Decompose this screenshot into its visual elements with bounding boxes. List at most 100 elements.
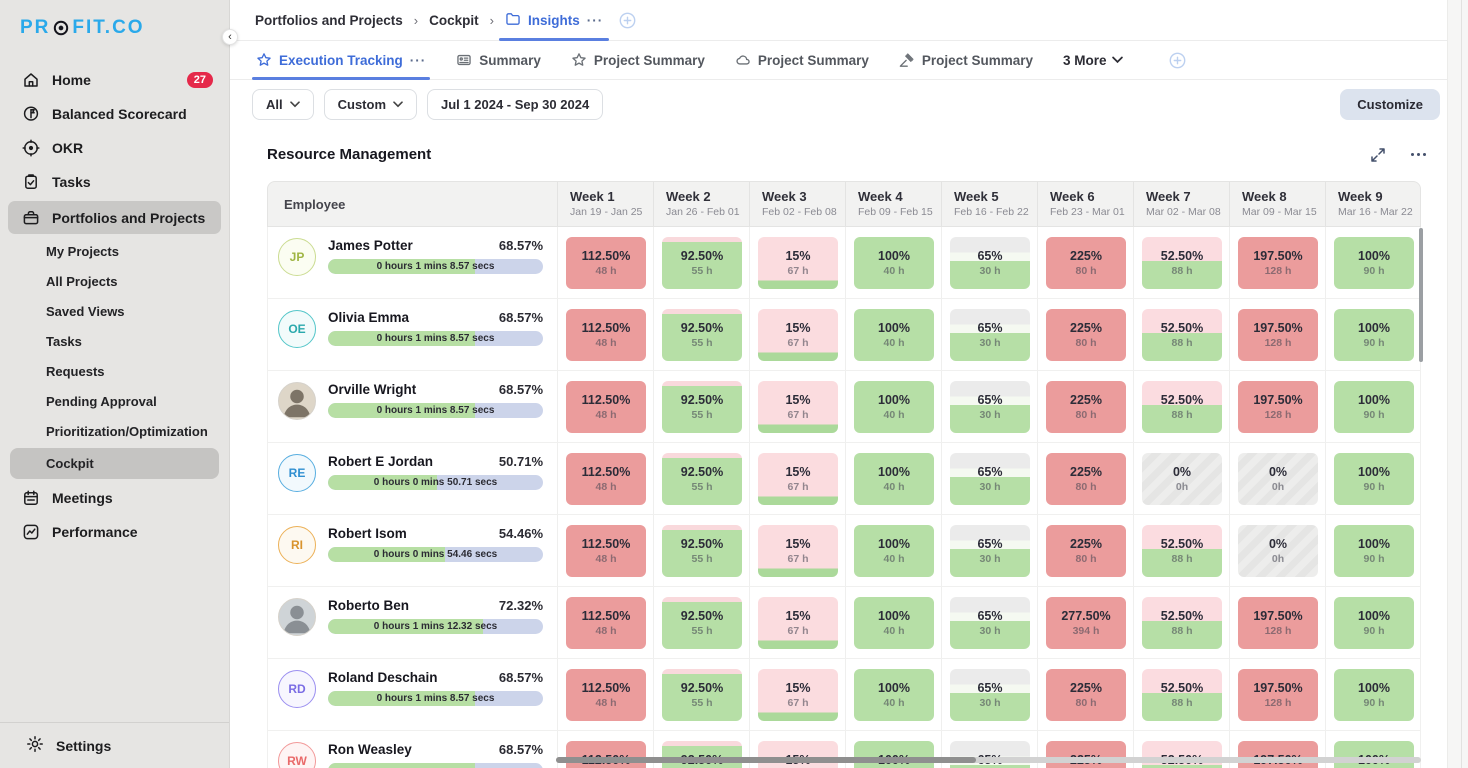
allocation-cell[interactable]: 100%40 h (854, 309, 934, 361)
add-widget-tab-icon[interactable] (1169, 52, 1186, 69)
vertical-scrollbar-thumb[interactable] (1419, 228, 1423, 362)
horizontal-scrollbar-thumb[interactable] (556, 757, 976, 763)
scope-filter-dropdown[interactable]: All (252, 89, 314, 120)
tab-summary-1[interactable]: Summary (456, 41, 541, 80)
allocation-cell[interactable]: 15%67 h (758, 525, 838, 577)
sidebar-subitem-my-projects[interactable]: My Projects (46, 243, 119, 259)
allocation-cell[interactable]: 100%90 h (1334, 309, 1414, 361)
allocation-cell[interactable]: 92.50%55 h (662, 381, 742, 433)
sidebar-subitem-cockpit[interactable]: Cockpit (10, 448, 219, 479)
allocation-cell[interactable]: 15%67 h (758, 237, 838, 289)
breadcrumb-portfolios-and-projects[interactable]: Portfolios and Projects (255, 12, 403, 28)
employee-row[interactable]: RI Robert Isom 54.46% 0 hours 0 mins 54.46 … (268, 515, 1420, 587)
allocation-cell[interactable]: 0% 0h (1238, 525, 1318, 577)
allocation-cell[interactable]: 197.50%128 h (1238, 669, 1318, 721)
profit-co-logo[interactable]: PR FIT.CO (0, 0, 229, 63)
expand-widget-icon[interactable] (1371, 147, 1385, 162)
allocation-cell[interactable]: 225% 80 h (1046, 309, 1126, 361)
allocation-cell[interactable]: 52.50%88 h (1142, 381, 1222, 433)
tab-execution-tracking-0[interactable]: Execution Tracking ··· (251, 41, 431, 80)
allocation-cell[interactable]: 112.50%48 h (566, 237, 646, 289)
sidebar-item-portfolios-and-projects[interactable]: Portfolios and Projects (8, 201, 221, 234)
employee-row[interactable]: JP James Potter 68.57% 0 hours 1 mins 8.57 … (268, 227, 1420, 299)
allocation-cell[interactable]: 100%90 h (1334, 669, 1414, 721)
allocation-cell[interactable]: 65%30 h (950, 309, 1030, 361)
allocation-cell[interactable]: 92.50%55 h (662, 669, 742, 721)
tab-project-summary-4[interactable]: Project Summary (899, 41, 1033, 80)
allocation-cell[interactable]: 100%90 h (1334, 453, 1414, 505)
sidebar-item-balanced-scorecard[interactable]: Balanced Scorecard (0, 97, 229, 131)
allocation-cell[interactable]: 100%40 h (854, 525, 934, 577)
add-insight-tab-icon[interactable] (619, 12, 636, 29)
tabs-overflow-dropdown[interactable]: 3 More (1063, 53, 1124, 68)
allocation-cell[interactable]: 65%30 h (950, 453, 1030, 505)
allocation-cell[interactable]: 52.50%88 h (1142, 669, 1222, 721)
allocation-cell[interactable]: 15%67 h (758, 741, 838, 768)
sidebar-item-tasks[interactable]: Tasks (0, 165, 229, 199)
allocation-cell[interactable]: 112.50%48 h (566, 741, 646, 768)
allocation-cell[interactable]: 225% 80 h (1046, 237, 1126, 289)
allocation-cell[interactable]: 65%30 h (950, 381, 1030, 433)
allocation-cell[interactable]: 65%30 h (950, 741, 1030, 768)
allocation-cell[interactable]: 100%90 h (1334, 237, 1414, 289)
allocation-cell[interactable]: 52.50%88 h (1142, 237, 1222, 289)
allocation-cell[interactable]: 15%67 h (758, 309, 838, 361)
employee-row[interactable]: RW Ron Weasley 68.57% 112.50%48 h 92.50%55 h… (268, 731, 1420, 768)
allocation-cell[interactable]: 100%90 h (1334, 597, 1414, 649)
sidebar-subitem-all-projects[interactable]: All Projects (46, 273, 118, 289)
allocation-cell[interactable]: 92.50%55 h (662, 597, 742, 649)
allocation-cell[interactable]: 100%40 h (854, 669, 934, 721)
employee-row[interactable]: RD Roland Deschain 68.57% 0 hours 1 mins 8.… (268, 659, 1420, 731)
tab-project-summary-2[interactable]: Project Summary (571, 41, 705, 80)
sidebar-subitem-tasks[interactable]: Tasks (46, 333, 82, 349)
allocation-cell[interactable]: 52.50%88 h (1142, 741, 1222, 768)
allocation-cell[interactable]: 112.50%48 h (566, 453, 646, 505)
allocation-cell[interactable]: 52.50%88 h (1142, 309, 1222, 361)
allocation-cell[interactable]: 197.50%128 h (1238, 741, 1318, 768)
sidebar-subitem-saved-views[interactable]: Saved Views (46, 303, 125, 319)
page-scrollbar-rail[interactable] (1447, 0, 1468, 768)
allocation-cell[interactable]: 0% 0h (1238, 453, 1318, 505)
breadcrumb-insights-current[interactable]: Insights ··· (498, 0, 610, 41)
sidebar-subitem-prioritization-optimization[interactable]: Prioritization/Optimization (46, 423, 208, 439)
allocation-cell[interactable]: 15%67 h (758, 381, 838, 433)
allocation-cell[interactable]: 100%40 h (854, 597, 934, 649)
allocation-cell[interactable]: 92.50%55 h (662, 309, 742, 361)
allocation-cell[interactable]: 92.50%55 h (662, 237, 742, 289)
allocation-cell[interactable]: 225% 80 h (1046, 381, 1126, 433)
allocation-cell[interactable]: 15%67 h (758, 669, 838, 721)
tab-project-summary-3[interactable]: Project Summary (735, 41, 869, 80)
sidebar-item-settings[interactable]: Settings (0, 722, 229, 768)
allocation-cell[interactable]: 65%30 h (950, 597, 1030, 649)
allocation-cell[interactable]: 52.50%88 h (1142, 597, 1222, 649)
allocation-cell[interactable]: 65%30 h (950, 669, 1030, 721)
widget-more-options-icon[interactable] (1411, 153, 1426, 156)
allocation-cell[interactable]: 225% 80 h (1046, 525, 1126, 577)
allocation-cell[interactable]: 225% 80 h (1046, 453, 1126, 505)
allocation-cell[interactable]: 100%90 h (1334, 525, 1414, 577)
breadcrumb-cockpit[interactable]: Cockpit (429, 12, 479, 28)
allocation-cell[interactable]: 100%40 h (854, 453, 934, 505)
allocation-cell[interactable]: 100%90 h (1334, 741, 1414, 768)
allocation-cell[interactable]: 112.50%48 h (566, 309, 646, 361)
allocation-cell[interactable]: 15%67 h (758, 597, 838, 649)
allocation-cell[interactable]: 92.50%55 h (662, 741, 742, 768)
allocation-cell[interactable]: 92.50%55 h (662, 525, 742, 577)
allocation-cell[interactable]: 197.50%128 h (1238, 597, 1318, 649)
customize-button[interactable]: Customize (1340, 89, 1440, 120)
employee-row[interactable]: Roberto Ben 72.32% 0 hours 1 mins 12.32 se… (268, 587, 1420, 659)
sidebar-subitem-pending-approval[interactable]: Pending Approval (46, 393, 157, 409)
employee-row[interactable]: OE Olivia Emma 68.57% 0 hours 1 mins 8.57 s… (268, 299, 1420, 371)
allocation-cell[interactable]: 15%67 h (758, 453, 838, 505)
tab-more-options-icon[interactable]: ··· (409, 52, 427, 68)
sidebar-item-okr[interactable]: OKR (0, 131, 229, 165)
allocation-cell[interactable]: 100%40 h (854, 741, 934, 768)
sidebar-item-meetings[interactable]: Meetings (0, 481, 229, 515)
date-range-picker[interactable]: Jul 1 2024 - Sep 30 2024 (427, 89, 604, 120)
allocation-cell[interactable]: 65%30 h (950, 237, 1030, 289)
allocation-cell[interactable]: 197.50%128 h (1238, 237, 1318, 289)
sidebar-item-home[interactable]: Home 27 (0, 63, 229, 97)
employee-row[interactable]: RE Robert E Jordan 50.71% 0 hours 0 mins 50… (268, 443, 1420, 515)
horizontal-scrollbar-track[interactable] (556, 757, 1421, 763)
allocation-cell[interactable]: 112.50%48 h (566, 525, 646, 577)
